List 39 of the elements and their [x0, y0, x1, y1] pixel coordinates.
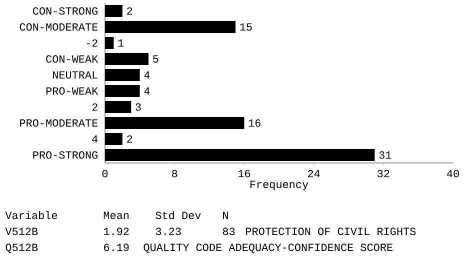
text: V512B	[5, 228, 38, 236]
data-label: 4	[144, 87, 150, 95]
x-tick-label: 8	[172, 170, 178, 178]
y-tick-label: -2	[86, 39, 98, 47]
y-tick-label: CON-WEAK	[46, 55, 98, 63]
x-axis-title: Frequency	[250, 180, 308, 190]
text: N	[223, 212, 228, 219]
data-label: 3	[136, 103, 141, 111]
text: Std Dev	[156, 211, 201, 220]
text: 6.19	[104, 244, 129, 252]
x-tick-label: 24	[308, 170, 320, 178]
x-tick-label: 16	[238, 170, 250, 178]
y-tick-label: PRO-WEAK	[46, 87, 98, 95]
y-tick-label: PRO-MODERATE	[20, 119, 98, 127]
y-tick-label: PRO-STRONG	[33, 151, 98, 159]
text: Mean	[104, 212, 129, 220]
text: Q512B	[6, 244, 38, 254]
x-tick-label: 40	[446, 170, 459, 178]
text: Variable	[5, 211, 58, 220]
y-tick-label: 2	[92, 103, 98, 111]
text: 3.23	[156, 228, 181, 236]
data-label: 2	[127, 7, 132, 15]
data-label: 2	[127, 135, 132, 143]
data-label: 1	[118, 39, 124, 47]
y-tick-label: 4	[92, 135, 98, 143]
y-tick-label: CON-MODERATE	[20, 23, 98, 31]
text: 83	[222, 228, 235, 236]
data-label: 16	[248, 119, 260, 127]
data-label: 5	[153, 55, 158, 63]
text: PROTECTION OF CIVIL RIGHTS	[246, 228, 416, 236]
x-tick-label: 32	[378, 170, 390, 178]
x-tick-label: 0	[102, 170, 108, 178]
text: QUALITY CODE ADEQUACY-CONFIDENCE SCORE	[144, 244, 392, 254]
y-tick-label: CON-STRONG	[32, 7, 98, 15]
text: 1.92	[104, 228, 129, 236]
data-label: 15	[240, 23, 252, 31]
y-tick-label: NEUTRAL	[52, 71, 98, 79]
data-label: 4	[144, 71, 150, 79]
data-label: 31	[379, 151, 392, 159]
